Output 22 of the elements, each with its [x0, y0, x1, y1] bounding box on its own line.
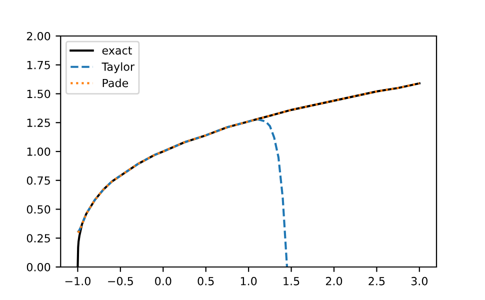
x-tick-label: 1.0 [240, 276, 257, 286]
y-tick-label: 0.75 [26, 176, 50, 185]
legend-label: Taylor [102, 62, 135, 74]
y-tick-label: 0.00 [26, 262, 50, 272]
y-tick-label: 1.00 [27, 147, 50, 156]
y-tick-label: 2.00 [26, 32, 50, 40]
x-tick-label: 2.0 [326, 276, 342, 286]
x-tick-label: 0.0 [155, 276, 172, 286]
x-tick-label: 3.0 [411, 276, 428, 286]
x-tick-label: 1.5 [284, 277, 300, 286]
y-tick-label: 0.50 [26, 205, 50, 214]
legend-label: Pade [102, 78, 128, 88]
line-series [76, 118, 288, 267]
y-tick-label: 1.25 [27, 118, 50, 128]
x-tick-label: 0.5 [198, 276, 214, 286]
x-tick-label: 2.5 [368, 276, 385, 286]
y-tick-label: 1.50 [27, 90, 50, 98]
y-tick-label: 1.75 [27, 60, 50, 70]
y-tick-label: 0.25 [26, 234, 50, 243]
x-tick-label: −0.5 [108, 276, 133, 286]
legend-label: exact [102, 46, 132, 55]
x-tick-label: −1.0 [65, 276, 90, 286]
